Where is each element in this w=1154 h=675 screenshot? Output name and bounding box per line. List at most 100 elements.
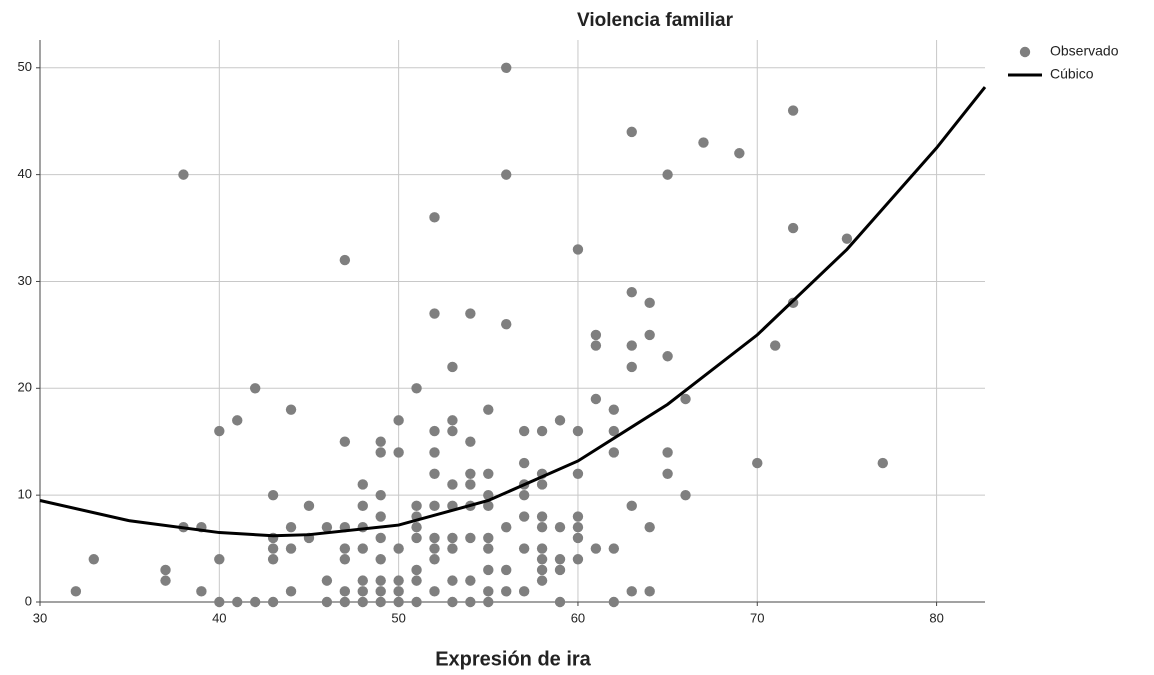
data-point xyxy=(232,415,243,426)
data-point xyxy=(393,543,404,554)
data-point xyxy=(411,500,422,512)
data-point xyxy=(626,286,637,298)
data-point xyxy=(214,596,225,608)
data-point xyxy=(285,586,297,597)
data-point xyxy=(626,361,637,373)
data-point xyxy=(357,543,368,554)
data-point xyxy=(393,415,404,426)
data-point xyxy=(536,479,548,490)
data-point xyxy=(375,575,386,586)
data-point xyxy=(357,575,368,586)
data-point xyxy=(375,489,386,501)
x-tick-label: 30 xyxy=(33,610,47,625)
data-point xyxy=(554,554,566,565)
data-point xyxy=(447,415,458,426)
data-point xyxy=(447,479,458,490)
data-point xyxy=(518,586,530,597)
data-point xyxy=(662,351,673,362)
data-point xyxy=(321,522,333,533)
data-point xyxy=(465,436,476,447)
data-point xyxy=(501,319,512,330)
data-point xyxy=(339,586,351,597)
data-point xyxy=(88,554,99,565)
data-point xyxy=(769,340,781,351)
data-point xyxy=(411,564,422,576)
data-point xyxy=(339,436,351,447)
data-point xyxy=(339,543,351,554)
data-point xyxy=(411,575,422,586)
data-point xyxy=(285,522,297,533)
data-point xyxy=(447,532,458,544)
data-point xyxy=(249,596,261,608)
data-point xyxy=(518,511,530,522)
data-point xyxy=(483,564,494,576)
data-point xyxy=(554,564,566,576)
data-point xyxy=(393,586,404,597)
data-point xyxy=(447,361,458,373)
data-point xyxy=(465,479,476,490)
data-point xyxy=(501,564,512,576)
data-point xyxy=(393,447,404,458)
data-point xyxy=(339,596,351,608)
data-point xyxy=(375,436,386,447)
data-point xyxy=(339,554,351,565)
data-point xyxy=(518,543,530,554)
data-point xyxy=(608,447,620,458)
data-point xyxy=(429,212,440,223)
data-point xyxy=(501,522,512,533)
x-tick-label: 70 xyxy=(750,610,764,625)
data-point xyxy=(752,457,763,469)
data-point xyxy=(590,340,602,351)
data-point xyxy=(429,308,440,319)
y-tick-label: 30 xyxy=(18,273,32,288)
data-point xyxy=(787,222,799,234)
y-tick-label: 10 xyxy=(18,487,32,502)
data-point xyxy=(554,522,566,533)
data-point xyxy=(554,596,566,608)
data-point xyxy=(160,575,171,586)
data-point xyxy=(572,244,584,255)
data-point xyxy=(357,479,368,490)
data-point xyxy=(572,468,584,479)
data-point xyxy=(429,543,440,554)
data-point xyxy=(357,596,368,608)
data-point xyxy=(465,468,476,479)
data-point xyxy=(447,543,458,554)
data-point xyxy=(483,586,494,597)
data-point xyxy=(465,308,476,319)
data-point xyxy=(554,415,566,426)
data-point xyxy=(787,105,799,116)
legend-label: Observado xyxy=(1050,43,1119,59)
data-point xyxy=(644,522,655,533)
data-point xyxy=(393,575,404,586)
data-point xyxy=(590,393,602,405)
data-point xyxy=(447,575,458,586)
data-point xyxy=(429,447,440,458)
data-point xyxy=(572,511,584,522)
x-tick-label: 80 xyxy=(929,610,943,625)
data-point xyxy=(214,554,225,565)
data-point xyxy=(680,489,691,501)
data-point xyxy=(877,457,888,469)
data-point xyxy=(536,575,548,586)
data-point xyxy=(357,500,368,512)
data-point xyxy=(465,532,476,544)
data-point xyxy=(501,169,512,180)
data-point xyxy=(536,522,548,533)
data-point xyxy=(429,500,440,512)
legend-label: Cúbico xyxy=(1050,66,1094,82)
data-point xyxy=(536,554,548,565)
data-point xyxy=(429,586,440,597)
data-point xyxy=(483,532,494,544)
data-point xyxy=(321,596,333,608)
x-axis-label: Expresión de ira xyxy=(435,648,591,670)
data-point xyxy=(411,522,422,533)
data-point xyxy=(411,596,422,608)
data-point xyxy=(608,543,620,554)
data-point xyxy=(536,543,548,554)
chart-title: Violencia familiar xyxy=(577,10,734,31)
data-point xyxy=(680,393,691,405)
data-point xyxy=(536,511,548,522)
data-point xyxy=(465,575,476,586)
data-point xyxy=(285,543,297,554)
